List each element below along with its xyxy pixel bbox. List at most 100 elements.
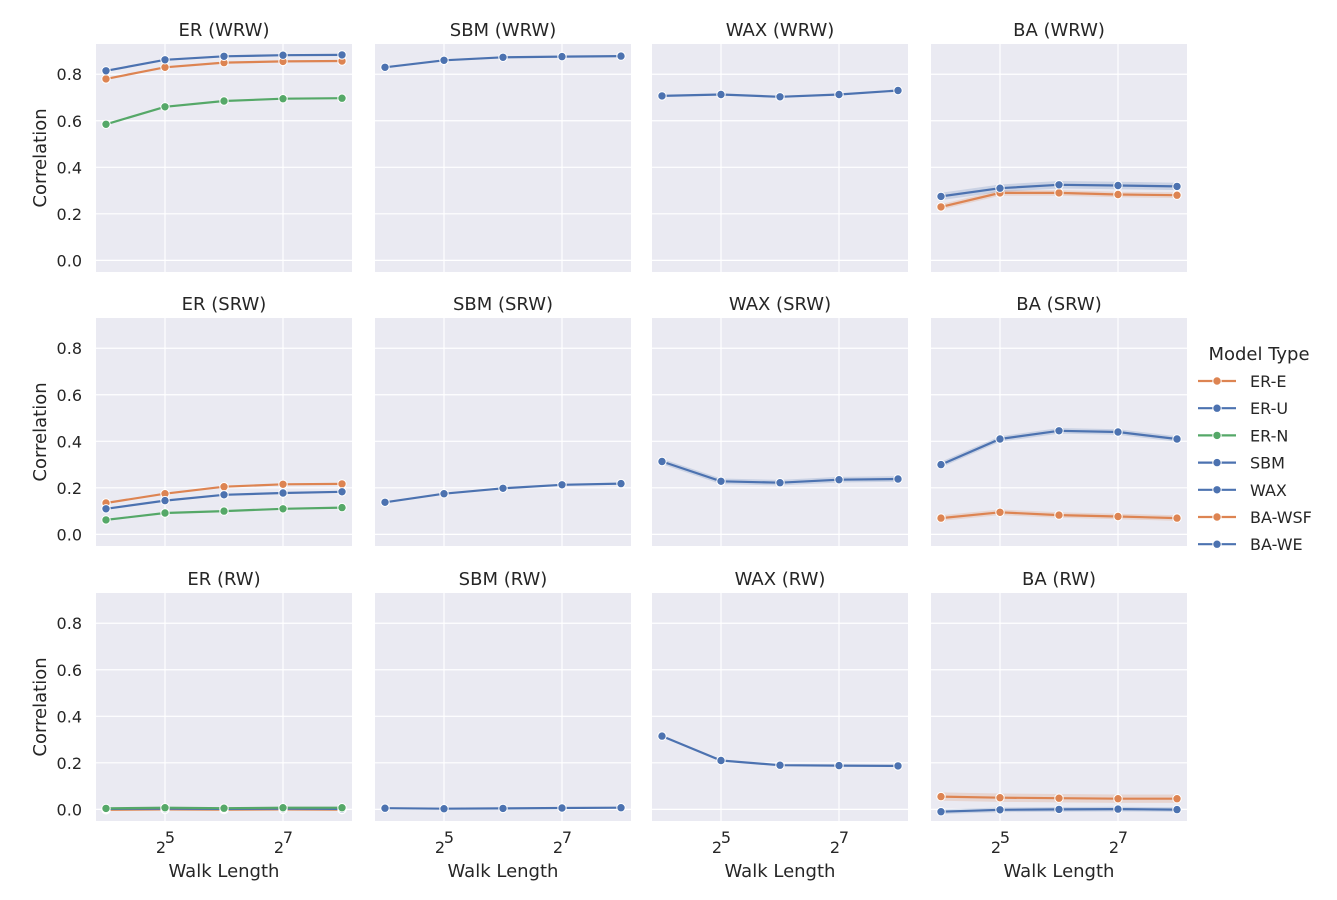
data-point bbox=[101, 74, 111, 84]
legend-label: SBM bbox=[1250, 454, 1285, 473]
data-point bbox=[1113, 427, 1123, 437]
panel-sbm-wrw: SBM (WRW) bbox=[375, 20, 631, 272]
series-er-e bbox=[101, 479, 347, 508]
legend-entry-ba-we: BA-WE bbox=[1198, 535, 1303, 554]
data-point bbox=[101, 504, 111, 514]
data-point bbox=[1054, 793, 1064, 803]
legend-marker bbox=[1212, 403, 1222, 413]
data-point bbox=[936, 807, 946, 817]
legend-label: BA-WSF bbox=[1250, 508, 1312, 527]
data-point bbox=[380, 497, 390, 507]
legend-entry-sbm: SBM bbox=[1198, 454, 1285, 473]
data-point bbox=[834, 760, 844, 771]
data-point bbox=[1113, 804, 1123, 814]
data-point bbox=[219, 51, 229, 61]
y-tick-label: 0.0 bbox=[57, 525, 82, 544]
panel-title: SBM (WRW) bbox=[450, 20, 556, 41]
x-axis-label: Walk Length bbox=[725, 861, 836, 882]
y-tick-label: 0.0 bbox=[57, 800, 82, 819]
x-tick-exponent: 7 bbox=[562, 828, 572, 847]
panel-background bbox=[931, 593, 1187, 821]
legend-marker bbox=[1212, 539, 1222, 549]
data-point bbox=[557, 480, 567, 490]
panel-title: BA (WRW) bbox=[1013, 20, 1105, 41]
data-point bbox=[380, 62, 390, 73]
y-tick-label: 0.4 bbox=[57, 707, 82, 726]
x-tick-base: 2 bbox=[435, 838, 445, 857]
x-tick-exponent: 5 bbox=[165, 828, 175, 847]
data-point bbox=[1172, 513, 1182, 523]
panel-wax-srw: WAX (SRW) bbox=[652, 294, 908, 546]
y-tick-label: 0.8 bbox=[57, 614, 82, 633]
legend-label: ER-E bbox=[1250, 372, 1286, 391]
panel-background bbox=[652, 318, 908, 546]
panel-title: WAX (WRW) bbox=[726, 20, 835, 41]
data-point bbox=[337, 50, 347, 60]
series-ba-wsf bbox=[936, 507, 1182, 523]
series-sbm bbox=[380, 478, 626, 507]
panel-wax-wrw: WAX (WRW) bbox=[652, 20, 908, 272]
data-point bbox=[337, 487, 347, 497]
legend-entry-er-e: ER-E bbox=[1198, 372, 1286, 391]
legend-marker bbox=[1212, 376, 1222, 386]
panel-er-wrw: ER (WRW) 0.0 0.2 0.4 0.6 0.8 Correlation bbox=[30, 20, 352, 272]
y-tick-label: 0.4 bbox=[57, 432, 82, 451]
series-wax bbox=[657, 731, 903, 771]
x-tick-exponent: 7 bbox=[1118, 828, 1128, 847]
data-point bbox=[995, 805, 1005, 815]
data-point bbox=[936, 191, 946, 202]
panel-background bbox=[375, 318, 631, 546]
legend-marker bbox=[1212, 457, 1222, 468]
data-point bbox=[439, 55, 449, 65]
data-point bbox=[439, 489, 449, 499]
legend-entry-er-u: ER-U bbox=[1198, 399, 1288, 418]
data-point bbox=[1054, 804, 1064, 815]
x-tick-label: 25 bbox=[712, 828, 731, 857]
x-tick-exponent: 7 bbox=[283, 828, 293, 847]
panel-background bbox=[652, 593, 908, 821]
panel-title: WAX (SRW) bbox=[729, 294, 831, 315]
series-ba-wsf bbox=[936, 188, 1182, 212]
panel-title: ER (RW) bbox=[187, 569, 260, 590]
data-point bbox=[101, 66, 111, 76]
x-tick-label: 27 bbox=[274, 828, 293, 857]
legend-marker bbox=[1212, 430, 1222, 441]
x-tick-label: 27 bbox=[553, 828, 572, 857]
data-point bbox=[1172, 181, 1182, 192]
x-tick-base: 2 bbox=[712, 838, 722, 857]
data-point bbox=[278, 488, 288, 498]
data-point bbox=[616, 478, 626, 489]
data-point bbox=[716, 755, 726, 766]
x-tick-label: 25 bbox=[156, 828, 175, 857]
data-point bbox=[1054, 510, 1064, 520]
data-point bbox=[657, 91, 667, 101]
legend-entry-ba-wsf: BA-WSF bbox=[1198, 508, 1312, 527]
data-point bbox=[995, 434, 1005, 444]
x-tick-base: 2 bbox=[274, 838, 284, 857]
data-point bbox=[380, 803, 390, 813]
series-sbm bbox=[380, 51, 626, 73]
x-tick-base: 2 bbox=[1109, 838, 1119, 857]
x-tick-base: 2 bbox=[156, 838, 166, 857]
data-point bbox=[995, 183, 1005, 193]
data-point bbox=[657, 731, 667, 741]
panel-ba-srw: BA (SRW) bbox=[931, 294, 1187, 546]
data-point bbox=[1172, 434, 1182, 444]
panel-background bbox=[931, 44, 1187, 272]
data-point bbox=[1172, 804, 1182, 815]
y-tick-label: 0.6 bbox=[57, 661, 82, 680]
legend-entry-er-n: ER-N bbox=[1198, 426, 1288, 445]
series-ba-we bbox=[936, 804, 1182, 817]
series-ba-we bbox=[936, 426, 1182, 470]
y-tick-label: 0.2 bbox=[57, 754, 82, 773]
data-point bbox=[278, 803, 288, 813]
data-point bbox=[834, 89, 844, 100]
data-point bbox=[1172, 794, 1182, 804]
series-er-u bbox=[101, 487, 347, 514]
data-point bbox=[1113, 511, 1123, 522]
data-point bbox=[557, 51, 567, 62]
panel-title: BA (SRW) bbox=[1016, 294, 1101, 315]
y-tick-label: 0.2 bbox=[57, 479, 82, 498]
